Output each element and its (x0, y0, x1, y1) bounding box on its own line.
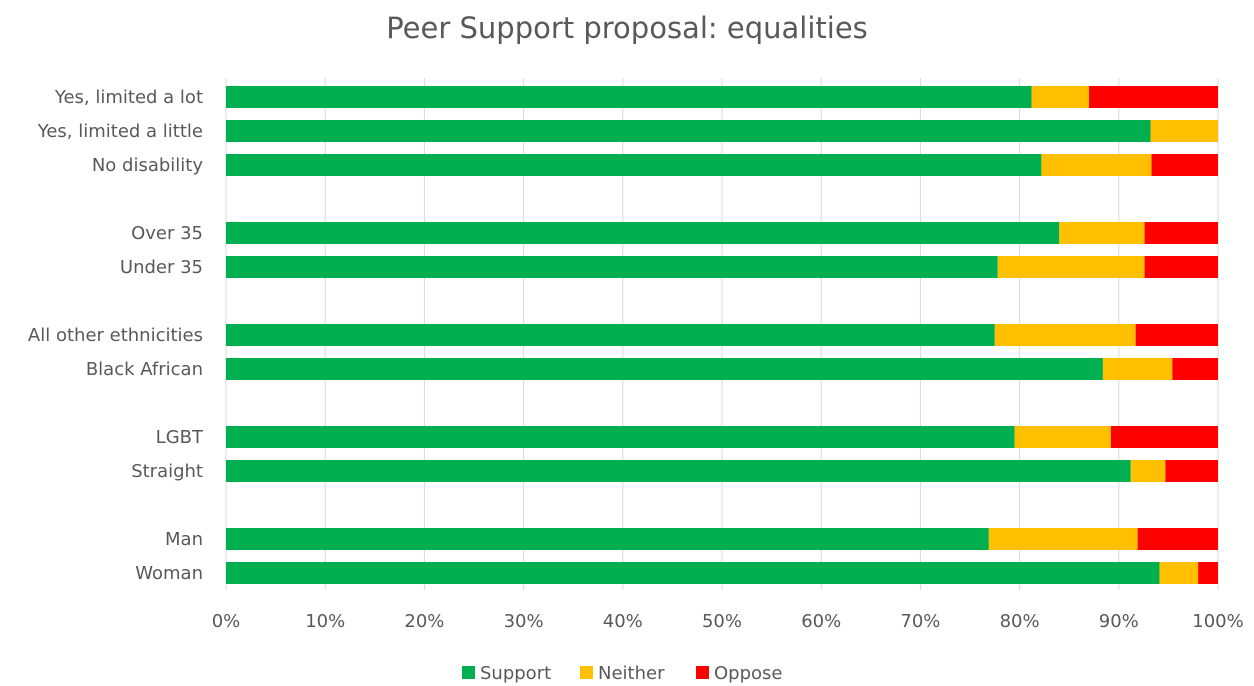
bar-segment-oppose (1165, 460, 1218, 482)
x-tick-label: 80% (1000, 611, 1040, 632)
x-tick-label: 20% (404, 611, 444, 632)
bar-segment-support (226, 528, 989, 550)
bar-segment-oppose (1151, 154, 1218, 176)
x-tick-label: 30% (504, 611, 544, 632)
category-label: Yes, limited a little (37, 121, 203, 142)
x-tick-label: 40% (603, 611, 643, 632)
bar-segment-neither (997, 256, 1145, 278)
legend-swatch-support (462, 666, 475, 679)
bar-segment-neither (1102, 358, 1173, 380)
category-labels: Yes, limited a lot Yes, limited a little N… (28, 87, 204, 584)
x-tick-label: 70% (900, 611, 940, 632)
legend-swatch-oppose (696, 666, 709, 679)
legend-label-oppose: Oppose (714, 663, 782, 684)
x-tick-label: 100% (1192, 611, 1243, 632)
category-label: Over 35 (131, 223, 203, 244)
bar-segment-support (226, 358, 1103, 380)
bar-segment-support (226, 426, 1015, 448)
bar-segment-support (226, 86, 1032, 108)
category-label: Woman (135, 563, 203, 584)
bar-segment-oppose (1144, 256, 1218, 278)
bar-segment-oppose (1172, 358, 1218, 380)
bar-segment-support (226, 222, 1060, 244)
category-label: LGBT (156, 427, 204, 448)
x-tick-label: 60% (801, 611, 841, 632)
bars (226, 86, 1218, 584)
x-tick-label: 0% (212, 611, 241, 632)
x-tick-label: 10% (305, 611, 345, 632)
bar-segment-support (226, 120, 1151, 142)
bar-segment-support (226, 562, 1160, 584)
bar-segment-neither (1130, 460, 1166, 482)
bar-segment-neither (994, 324, 1136, 346)
category-label: Black African (86, 359, 203, 380)
bar-segment-oppose (1198, 562, 1218, 584)
category-label: Straight (131, 461, 203, 482)
legend-swatch-neither (580, 666, 593, 679)
bar-segment-support (226, 256, 998, 278)
bar-segment-neither (1159, 562, 1199, 584)
chart-title: Peer Support proposal: equalities (386, 11, 868, 45)
bar-segment-neither (1014, 426, 1111, 448)
bar-segment-neither (1150, 120, 1218, 142)
legend: Support Neither Oppose (462, 663, 782, 684)
bar-segment-oppose (1089, 86, 1218, 108)
category-label: All other ethnicities (28, 325, 203, 346)
category-label: No disability (92, 155, 204, 176)
bar-segment-support (226, 324, 995, 346)
x-tick-label: 90% (1099, 611, 1139, 632)
bar-segment-neither (1031, 86, 1090, 108)
legend-label-support: Support (480, 663, 551, 684)
bar-segment-oppose (1135, 324, 1218, 346)
bar-segment-neither (1041, 154, 1152, 176)
category-label: Yes, limited a lot (54, 87, 203, 108)
bar-segment-oppose (1110, 426, 1218, 448)
x-axis-ticks: 0% 10% 20% 30% 40% 50% 60% 70% 80% 90% 100% (212, 611, 1244, 632)
category-label: Under 35 (120, 257, 203, 278)
x-tick-label: 50% (702, 611, 742, 632)
category-label: Man (165, 529, 203, 550)
bar-segment-oppose (1144, 222, 1218, 244)
bar-segment-neither (1059, 222, 1145, 244)
bar-segment-oppose (1137, 528, 1218, 550)
bar-segment-support (226, 154, 1042, 176)
legend-label-neither: Neither (598, 663, 665, 684)
bar-segment-neither (988, 528, 1138, 550)
bar-segment-support (226, 460, 1131, 482)
